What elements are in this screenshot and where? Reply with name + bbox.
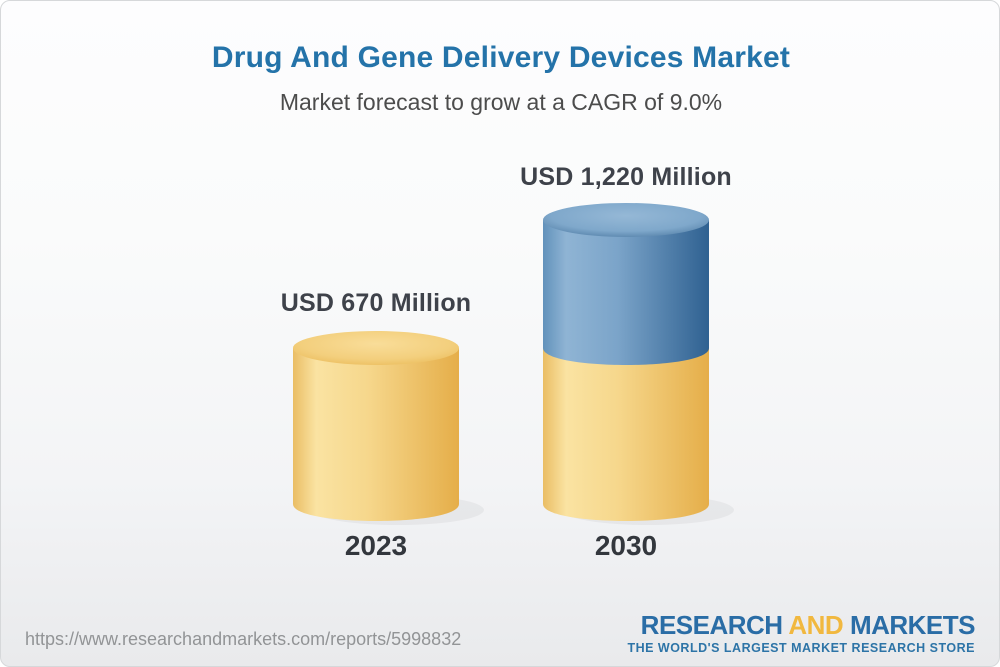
cylinder-segment-market-2023-base (543, 348, 709, 521)
research-and-markets-logo: RESEARCH AND MARKETS THE WORLD'S LARGEST… (627, 609, 976, 656)
category-label-2030: 2030 (594, 530, 658, 561)
logo-word-and: AND (788, 609, 844, 640)
chart-title: Drug And Gene Delivery Devices Market (211, 41, 791, 74)
value-label-2030: USD 1,220 Million (520, 163, 732, 191)
logo-word-markets: MARKETS (849, 609, 976, 640)
cylinder-shadow (562, 495, 734, 525)
cylinder-shadow (312, 495, 484, 525)
category-label-2023: 2023 (344, 530, 408, 561)
cylinder-segment-growth-to-2030 (543, 219, 709, 365)
cylinder-segment-market-2023 (293, 348, 459, 521)
chart-subtitle: Market forecast to grow at a CAGR of 9.0… (279, 89, 723, 115)
logo-wordmark: RESEARCH AND MARKETS (627, 609, 976, 640)
logo-tagline: THE WORLD'S LARGEST MARKET RESEARCH STOR… (627, 641, 975, 656)
logo-word-research: RESEARCH (640, 609, 783, 640)
cylinder-top-2030 (543, 202, 709, 237)
source-url: https://www.researchandmarkets.com/repor… (25, 629, 462, 649)
value-label-2023: USD 670 Million (280, 289, 472, 317)
cylinder-top-2023 (293, 331, 459, 365)
